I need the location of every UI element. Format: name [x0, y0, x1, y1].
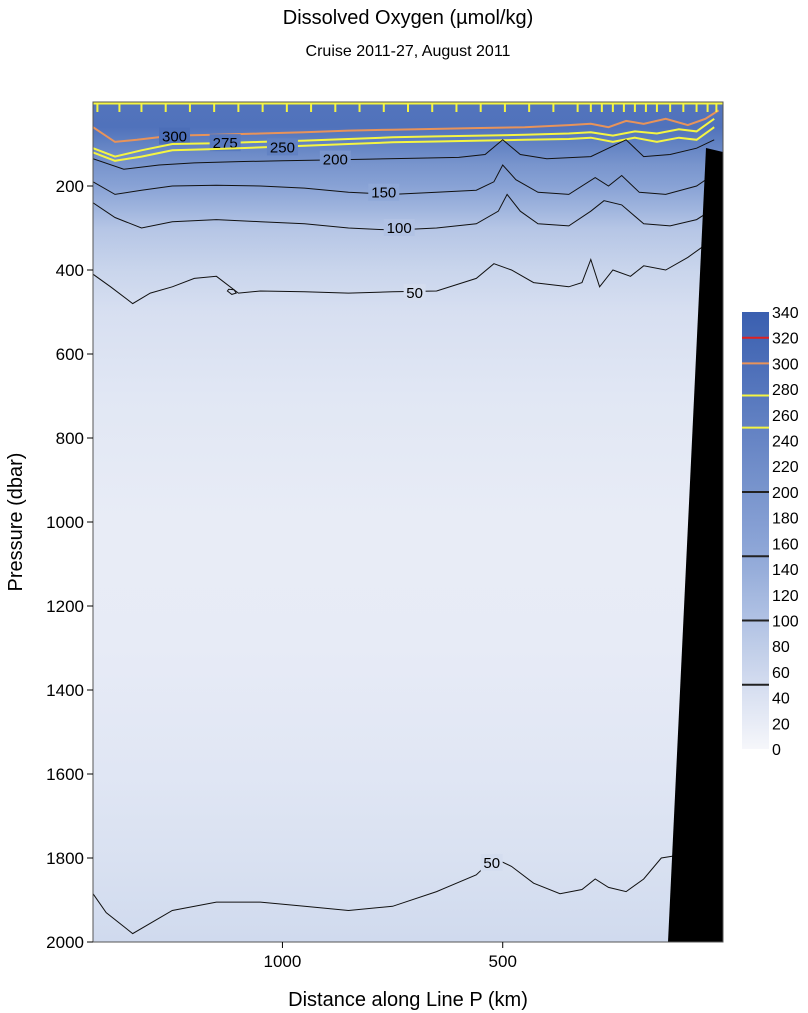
colorbar-scale [742, 312, 769, 749]
contour-label: 100 [387, 220, 412, 237]
y-tick-label: 1200 [46, 597, 84, 616]
contour-label: 200 [323, 152, 348, 169]
contour-label-bg [209, 134, 241, 152]
chart-subtitle: Cruise 2011-27, August 2011 [306, 43, 511, 60]
contour-label-bg [403, 284, 426, 302]
colorbar-label: 140 [772, 562, 799, 579]
y-axis-label: Pressure (dbar) [5, 453, 27, 592]
contour-50-line [93, 244, 706, 305]
colorbar-label: 220 [772, 459, 799, 476]
contour-label: 250 [270, 139, 295, 156]
y-tick-label: 1000 [46, 513, 84, 532]
colorbar-label: 300 [772, 356, 799, 373]
colorbar: 3403203002802602402202001801601401201008… [742, 305, 799, 759]
contour-label-bg [266, 138, 298, 156]
contour-label-bg [480, 854, 503, 872]
colorbar-label: 160 [772, 536, 799, 553]
contour-label: 300 [162, 128, 187, 145]
y-tick-label: 400 [56, 261, 84, 280]
x-axis: 1000 500 [264, 942, 517, 971]
y-tick-label: 800 [56, 429, 84, 448]
colorbar-label: 0 [772, 742, 781, 759]
contour-label: 150 [371, 185, 396, 202]
colorbar-label: 320 [772, 331, 799, 348]
colorbar-label: 120 [772, 588, 799, 605]
contour-label-bg [319, 150, 351, 168]
x-axis-label: Distance along Line P (km) [288, 989, 528, 1011]
y-tick-label: 1800 [46, 849, 84, 868]
colorbar-label: 40 [772, 691, 790, 708]
y-tick-label: 2000 [46, 933, 84, 952]
contour-label-bg [368, 183, 400, 201]
y-tick-label: 1400 [46, 681, 84, 700]
contour-label-bg [383, 219, 415, 236]
y-axis: 200 400 600 800 1000 1200 1400 1600 1800 2000 [46, 177, 93, 952]
contour-200-line [93, 139, 715, 170]
contour-150-line [93, 164, 713, 195]
y-tick-label: 1600 [46, 765, 84, 784]
x-tick-label: 500 [489, 952, 517, 971]
colorbar-label: 240 [772, 434, 799, 451]
oxygen-field [93, 102, 723, 942]
colorbar-label: 80 [772, 639, 790, 656]
chart-title: Dissolved Oxygen (µmol/kg) [283, 7, 534, 29]
colorbar-label: 60 [772, 665, 790, 682]
colorbar-label: 100 [772, 613, 799, 630]
colorbar-label: 280 [772, 382, 799, 399]
colorbar-label: 260 [772, 408, 799, 425]
contour-label: 50 [406, 285, 423, 302]
colorbar-label: 200 [772, 485, 799, 502]
colorbar-label: 180 [772, 511, 799, 528]
contour-275-line [93, 117, 715, 158]
contour-50-line [226, 288, 237, 295]
station-ticks [93, 101, 723, 112]
colorbar-label: 20 [772, 716, 790, 733]
y-tick-label: 200 [56, 177, 84, 196]
y-tick-label: 600 [56, 345, 84, 364]
contour-label-bg [159, 127, 191, 145]
colorbar-label: 340 [772, 305, 799, 322]
contour-label: 50 [483, 855, 500, 872]
seafloor-topography [668, 148, 723, 942]
x-tick-label: 1000 [264, 952, 302, 971]
contour-100-line [93, 193, 711, 231]
contour-250-line [93, 126, 715, 162]
